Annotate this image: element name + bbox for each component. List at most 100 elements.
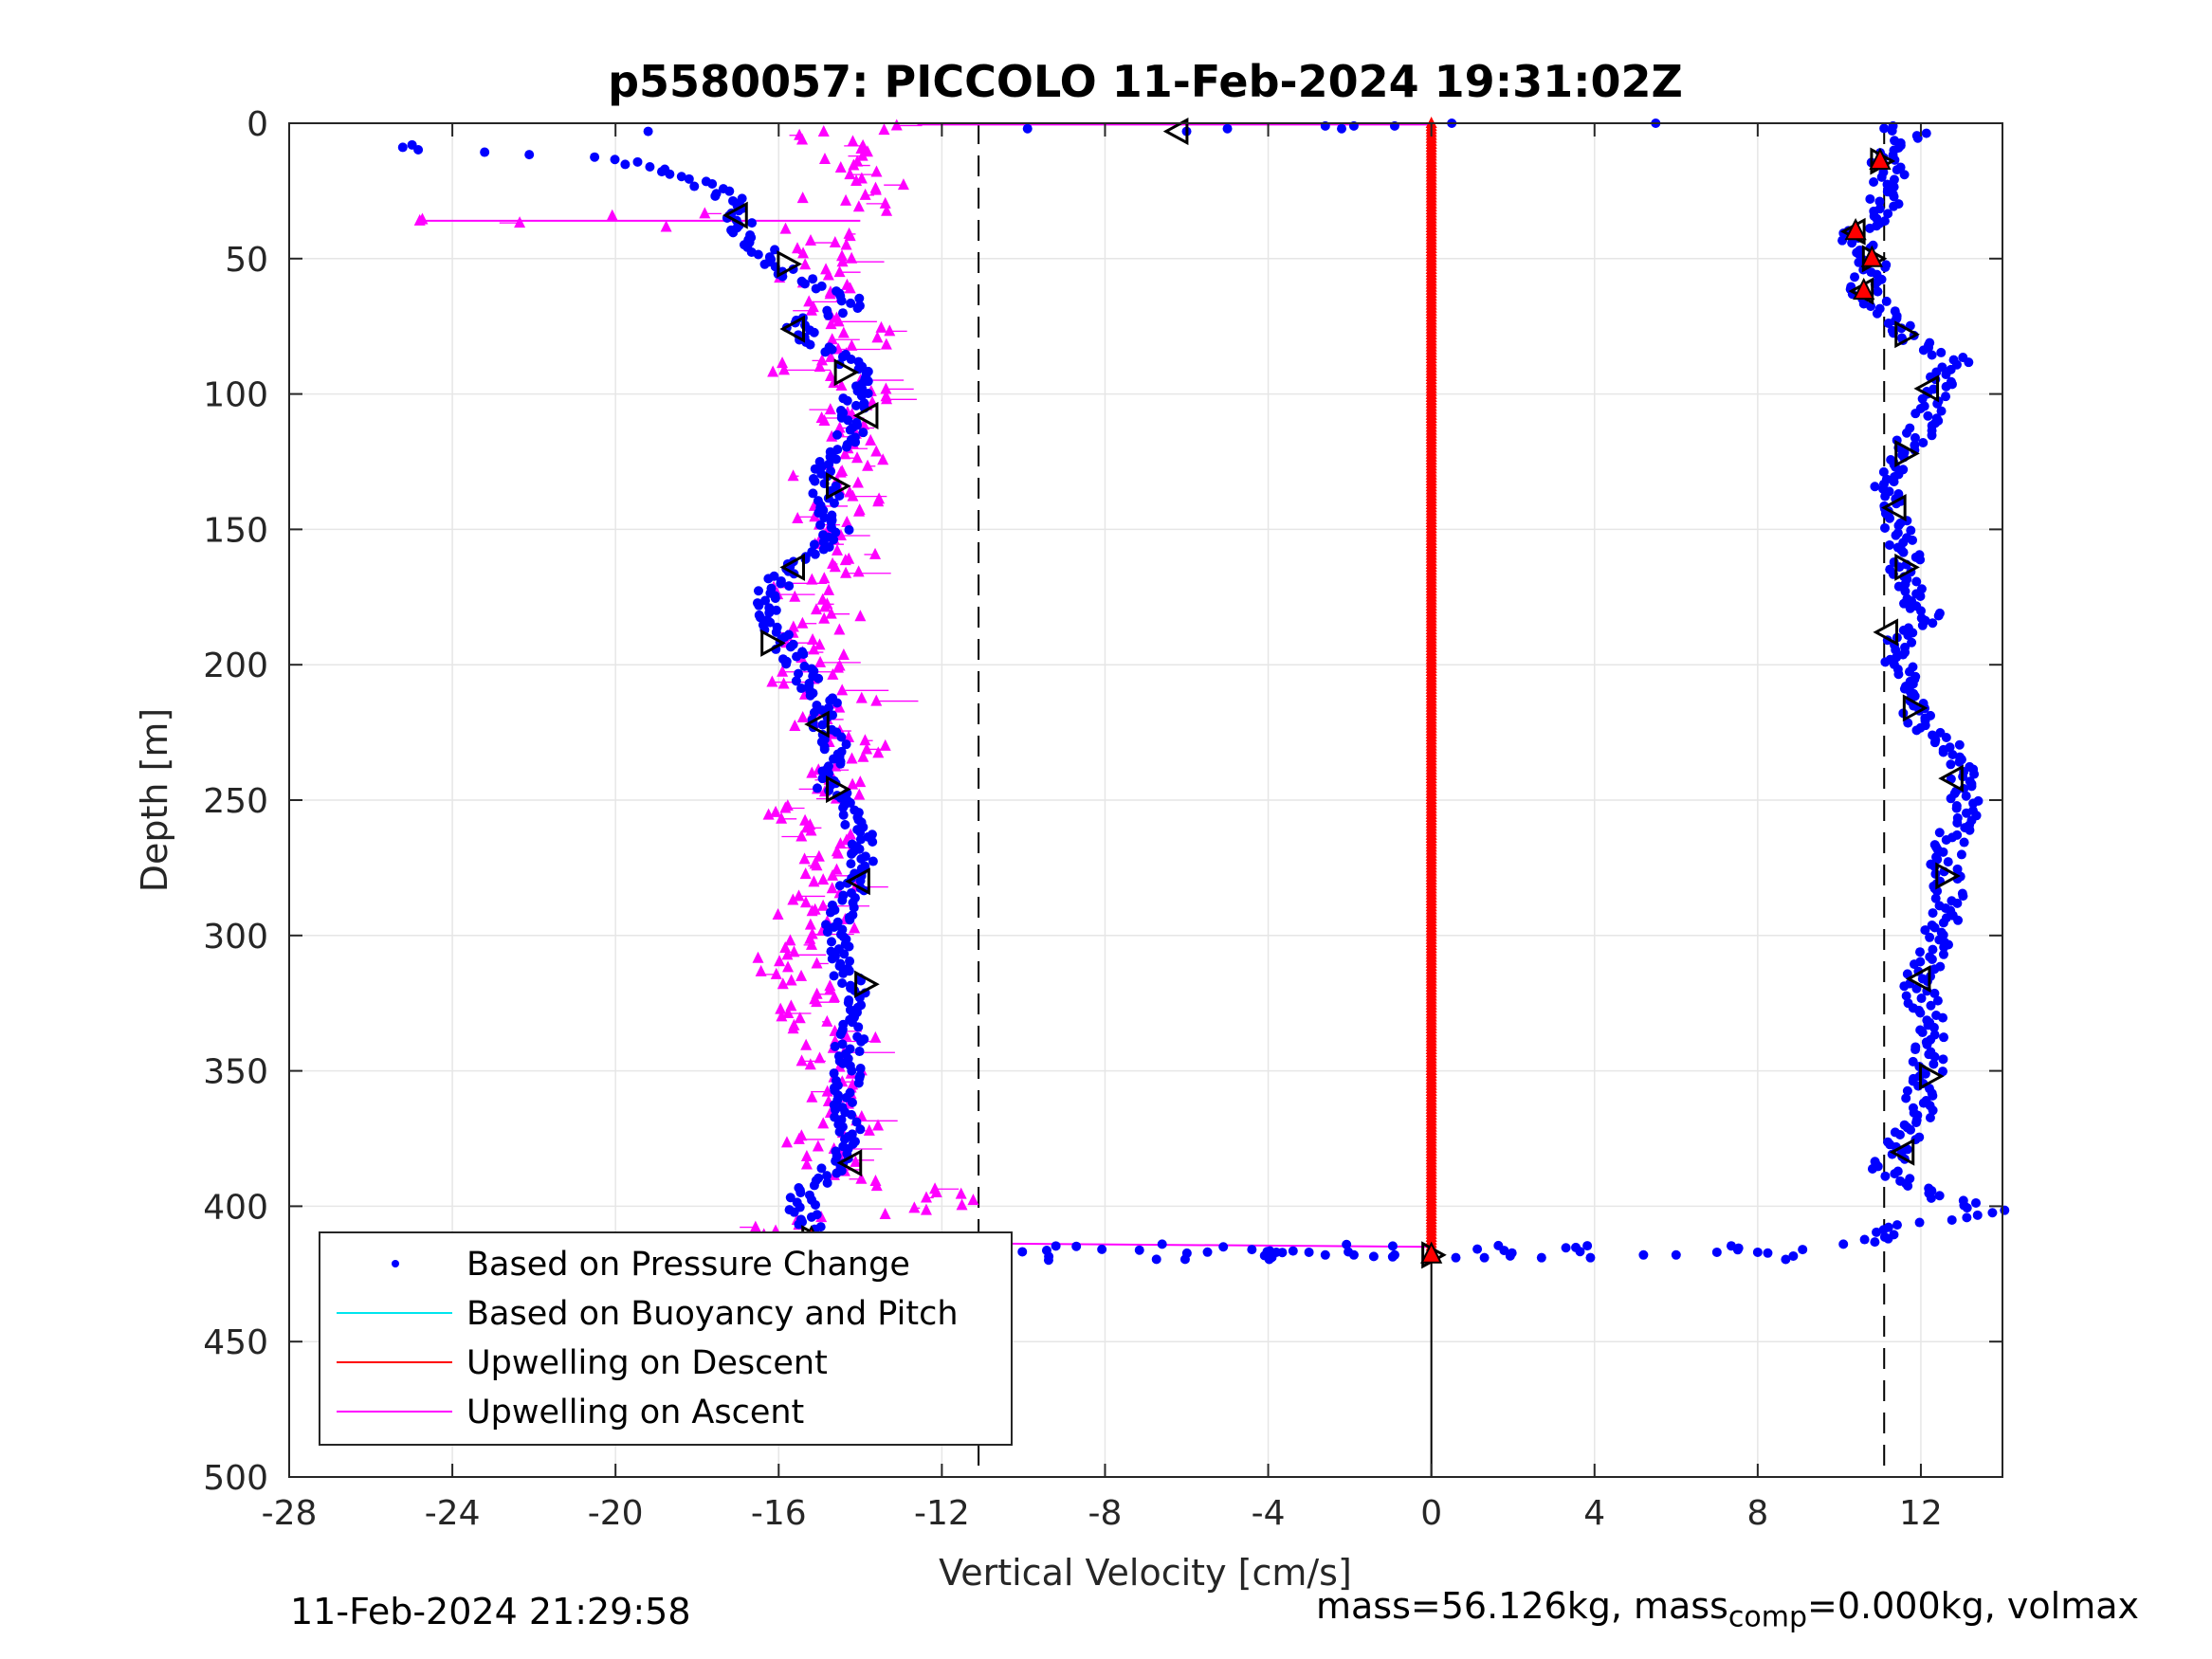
pressure-ascent-point	[1954, 757, 1965, 767]
pressure-descent-point	[834, 961, 845, 972]
pressure-bottom-point	[1259, 1250, 1270, 1261]
pressure-descent-point	[809, 1180, 819, 1191]
ascent-point	[824, 983, 836, 995]
pressure-descent-point	[822, 927, 832, 938]
pressure-descent-point	[835, 758, 846, 769]
pressure-bottom-point	[1472, 1244, 1483, 1254]
pressure-descent-point	[845, 956, 855, 966]
ascent-point	[855, 142, 868, 155]
ascent-point	[818, 611, 831, 624]
pressure-descent-point	[689, 181, 700, 191]
pressure-descent-point	[839, 949, 850, 959]
ascent-point	[872, 746, 885, 758]
pressure-ascent-point	[1880, 491, 1891, 501]
ascent-point	[800, 1158, 813, 1170]
pressure-ascent-point	[1874, 196, 1885, 207]
pressure-ascent-point	[1915, 1008, 1926, 1018]
ascent-point	[921, 1191, 933, 1203]
y-tick-label: 500	[203, 1459, 268, 1498]
open-triangle-marker	[854, 970, 880, 998]
ascent-point	[870, 1179, 883, 1192]
pressure-ascent-point	[1920, 925, 1930, 936]
pressure-descent-point	[853, 1078, 864, 1088]
ascent-point	[752, 951, 764, 963]
pressure-descent-point	[817, 720, 828, 730]
pressure-bottom-point	[1134, 1245, 1144, 1255]
pressure-descent-point	[825, 907, 835, 918]
pressure-bottom-point	[1671, 1249, 1681, 1260]
pressure-ascent-point	[1947, 1214, 1957, 1225]
pressure-ascent-point	[1880, 657, 1891, 667]
ascent-point	[792, 512, 804, 524]
pressure-descent-point	[830, 1041, 840, 1051]
pressure-descent-point	[838, 810, 849, 820]
pressure-ascent-point	[1915, 591, 1926, 601]
ascent-point	[787, 893, 799, 905]
pressure-ascent-point	[1911, 983, 1922, 994]
pressure-descent-point	[799, 661, 810, 671]
pressure-descent-point	[724, 186, 735, 196]
ascent-point	[787, 620, 799, 632]
pressure-ascent-point	[1903, 1180, 1913, 1191]
pressure-surface-point	[643, 126, 653, 137]
pressure-ascent-point	[1880, 522, 1891, 533]
pressure-ascent-point	[1933, 611, 1944, 621]
ascent-point	[854, 775, 867, 788]
ascent-point	[835, 379, 848, 392]
ascent-point	[810, 603, 822, 615]
pressure-ascent-point	[1869, 176, 1879, 187]
pressure-bottom-point	[1344, 1247, 1354, 1257]
ascent-point	[812, 1139, 824, 1152]
pressure-descent-point	[480, 147, 490, 157]
pressure-descent-point	[855, 834, 866, 845]
pressure-descent-point	[855, 827, 866, 837]
pressure-bottom-point	[1041, 1246, 1051, 1256]
ascent-point	[814, 655, 827, 667]
pressure-ascent-point	[1927, 350, 1937, 360]
y-tick-label: 450	[203, 1323, 268, 1362]
pressure-descent-point	[856, 1036, 867, 1047]
legend-label: Upwelling on Descent	[466, 1344, 828, 1382]
pressure-ascent-point	[1928, 1105, 1938, 1116]
ascent-point	[833, 265, 846, 278]
pressure-ascent-point	[1911, 725, 1922, 736]
pressure-descent-point	[843, 997, 853, 1008]
pressure-bottom-point	[1752, 1247, 1763, 1257]
x-tick-label: 8	[1746, 1494, 1768, 1533]
pressure-ascent-point	[1880, 262, 1891, 272]
pressure-ascent-point	[1865, 193, 1875, 204]
x-tick-label: -12	[914, 1494, 970, 1533]
pressure-bottom-point	[1218, 1242, 1229, 1252]
pressure-ascent-point	[1889, 191, 1899, 202]
ascent-point	[789, 719, 801, 731]
pressure-descent-point	[776, 578, 786, 589]
pressure-bottom-point	[1838, 1239, 1849, 1249]
pressure-ascent-point	[1876, 172, 1887, 182]
pressure-ascent-point	[1946, 759, 1956, 770]
red-triangle-marker	[1869, 147, 1892, 170]
ascent-point	[776, 811, 788, 824]
ascent-point	[852, 200, 865, 212]
open-triangle-marker	[1935, 862, 1961, 890]
pressure-ascent-point	[1884, 539, 1894, 550]
ascent-point	[811, 859, 823, 871]
pressure-descent-point	[795, 1188, 806, 1198]
pressure-descent-point	[808, 488, 818, 499]
ascent-point	[847, 135, 859, 147]
open-triangle-marker	[760, 629, 786, 657]
pressure-ascent-point	[1934, 828, 1945, 838]
pressure-descent-point	[397, 142, 408, 153]
open-triangle-marker	[852, 401, 879, 429]
pressure-descent-point	[832, 429, 842, 440]
open-triangle-marker	[1873, 618, 1899, 647]
pressure-ascent-point	[1893, 669, 1904, 680]
ascent-point	[930, 1186, 942, 1198]
pressure-descent-point	[808, 274, 818, 284]
pressure-descent-point	[707, 178, 718, 189]
pressure-ascent-point	[1918, 345, 1929, 356]
ascent-point	[836, 249, 849, 262]
pressure-ascent-point	[1883, 209, 1893, 219]
ascent-point	[785, 974, 797, 986]
x-tick-label: -16	[751, 1494, 807, 1533]
ascent-point	[839, 554, 851, 566]
